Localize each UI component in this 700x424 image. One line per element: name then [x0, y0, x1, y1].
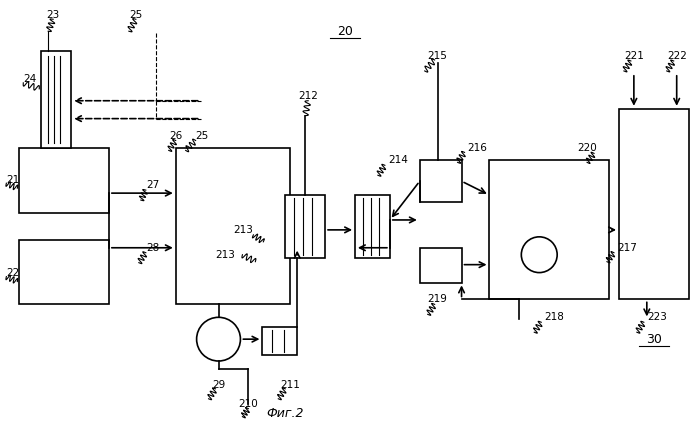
Text: 213: 213 [234, 225, 253, 235]
Text: 214: 214 [388, 155, 407, 165]
Text: 213: 213 [216, 250, 235, 260]
Bar [20, 240, 109, 304]
Bar [420, 160, 461, 202]
Text: 20: 20 [337, 25, 353, 38]
Text: 25: 25 [130, 10, 143, 20]
Text: 218: 218 [544, 312, 564, 322]
Bar [176, 148, 290, 304]
Text: 211: 211 [280, 380, 300, 390]
Bar [420, 248, 461, 282]
Text: 212: 212 [298, 91, 318, 101]
Text: 26: 26 [169, 131, 182, 140]
Text: 217: 217 [617, 243, 637, 253]
Text: 220: 220 [578, 143, 597, 153]
Bar [20, 148, 109, 213]
Text: 29: 29 [212, 380, 225, 390]
Text: 23: 23 [47, 10, 60, 20]
Text: 221: 221 [624, 51, 644, 61]
Text: 25: 25 [195, 131, 209, 140]
Text: 216: 216 [468, 143, 487, 153]
Text: 24: 24 [23, 74, 36, 84]
Bar [286, 195, 325, 258]
Text: 30: 30 [646, 333, 662, 346]
Text: 27: 27 [146, 180, 159, 190]
Bar [355, 195, 390, 258]
Text: 22: 22 [6, 268, 20, 278]
Text: 219: 219 [428, 294, 447, 304]
Text: 223: 223 [647, 312, 666, 322]
Text: 28: 28 [146, 243, 159, 253]
Bar [41, 51, 71, 148]
Text: 222: 222 [667, 51, 687, 61]
Text: 21: 21 [6, 175, 20, 185]
Bar [619, 109, 689, 299]
Bar [489, 160, 609, 299]
Bar [262, 327, 298, 355]
Text: Фиг.2: Фиг.2 [267, 407, 304, 420]
Text: 215: 215 [428, 51, 447, 61]
Text: 210: 210 [239, 399, 258, 409]
